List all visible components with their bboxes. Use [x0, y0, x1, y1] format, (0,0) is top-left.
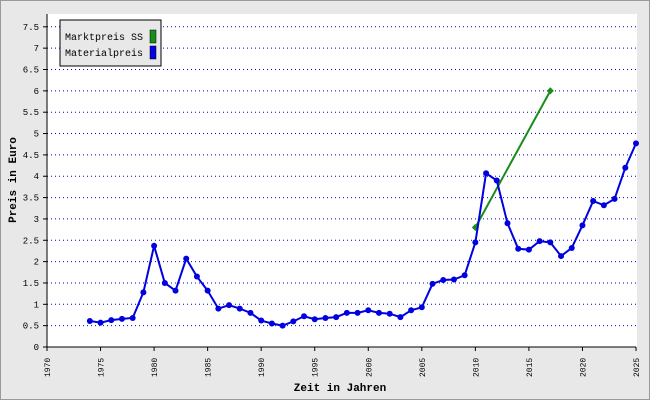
point [546, 87, 554, 95]
point [472, 239, 479, 246]
point [365, 307, 372, 314]
point [343, 309, 350, 316]
point [301, 313, 308, 320]
point [193, 273, 200, 280]
x-tick-label: 2005 [419, 358, 428, 377]
point [140, 289, 147, 296]
point [151, 242, 158, 249]
y-tick-label: 4 [34, 172, 39, 182]
point [408, 307, 415, 314]
point [568, 244, 575, 251]
point [622, 164, 629, 171]
point [429, 280, 436, 287]
point [86, 317, 93, 324]
point [247, 309, 254, 316]
point [226, 302, 233, 309]
legend-label: Marktpreis SS [65, 32, 143, 44]
point [536, 238, 543, 245]
point [547, 239, 554, 246]
point [322, 314, 329, 321]
legend-swatch [149, 29, 157, 44]
point [633, 140, 639, 147]
point [118, 315, 125, 322]
point [204, 287, 211, 294]
point [97, 319, 104, 326]
x-tick-label: 2000 [365, 358, 374, 377]
y-tick-label: 2.5 [23, 236, 39, 246]
legend-box [59, 19, 162, 67]
y-tick-label: 2 [34, 258, 39, 268]
series-line [89, 142, 637, 327]
y-tick-label: 1 [34, 300, 39, 310]
y-tick-label: 4.5 [23, 151, 39, 161]
y-axis-title: Preis in Euro [8, 137, 20, 223]
x-tick-label: 1985 [205, 358, 214, 377]
point [172, 287, 179, 294]
point [108, 317, 115, 324]
point [290, 318, 297, 325]
y-tick-label: 1.5 [23, 279, 39, 289]
point [461, 272, 468, 279]
point [386, 310, 393, 317]
y-tick-label: 3.5 [23, 194, 39, 204]
point [483, 170, 490, 177]
legend: Marktpreis SS Materialpreis [59, 19, 162, 67]
x-tick-label: 2010 [472, 358, 481, 377]
y-tick-label: 5.5 [23, 108, 39, 118]
x-axis-title: Zeit in Jahren [294, 383, 386, 395]
point [440, 276, 447, 283]
y-tick-label: 6.5 [23, 66, 39, 76]
x-tick-label: 1990 [258, 358, 267, 377]
point [183, 255, 190, 262]
point [268, 320, 275, 327]
point [258, 317, 265, 324]
point [611, 195, 618, 202]
x-tick-label: 2025 [633, 358, 642, 377]
point [600, 202, 607, 209]
x-tick-label: 1980 [151, 358, 160, 377]
point [333, 314, 340, 321]
point [161, 279, 168, 286]
point [279, 322, 286, 329]
y-tick-label: 6 [34, 87, 39, 97]
point [129, 314, 136, 321]
point [558, 253, 565, 260]
series-line [474, 90, 552, 228]
x-tick-label: 1995 [312, 358, 321, 377]
y-tick-label: 7 [34, 44, 39, 54]
legend-swatch [149, 45, 157, 60]
point [579, 222, 586, 229]
point [215, 305, 222, 312]
y-tick-label: 5 [34, 130, 39, 140]
point [354, 309, 361, 316]
x-tick-label: 1975 [98, 358, 107, 377]
y-tick-label: 0 [34, 343, 39, 353]
point [504, 220, 511, 227]
point [590, 197, 597, 204]
x-tick-label: 2020 [579, 358, 588, 377]
point [418, 304, 425, 311]
point [493, 177, 500, 184]
x-tick-label: 2015 [526, 358, 535, 377]
point [375, 309, 382, 316]
y-tick-label: 0.5 [23, 322, 39, 332]
y-tick-label: 7.5 [23, 23, 39, 33]
point [525, 246, 532, 253]
legend-label: Materialpreis [65, 48, 143, 60]
y-tick-label: 3 [34, 215, 39, 225]
point [397, 314, 404, 321]
point [236, 305, 243, 312]
point [515, 245, 522, 252]
x-tick-label: 1970 [44, 358, 53, 377]
point [450, 276, 457, 283]
point [311, 316, 318, 323]
